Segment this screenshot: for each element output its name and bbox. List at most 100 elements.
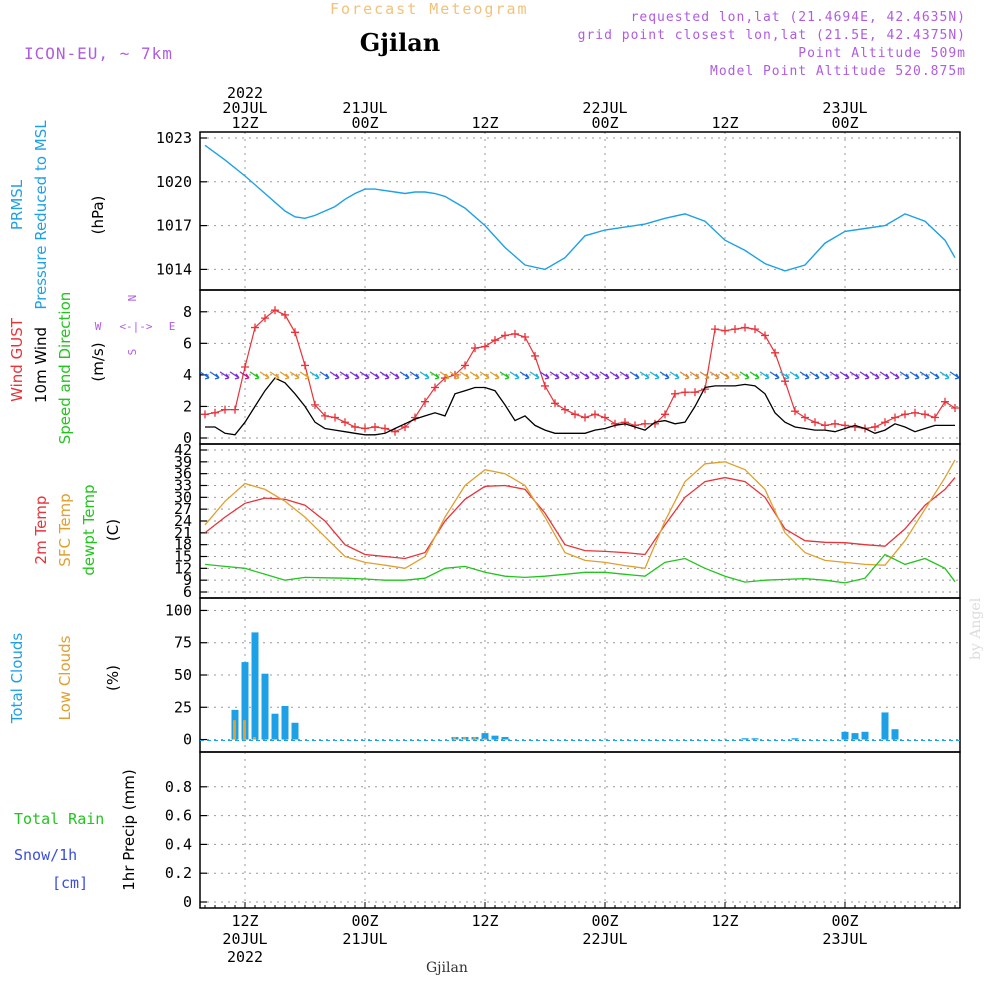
y-tick-label: 1023 [156, 129, 192, 147]
dewpt-line [204, 553, 956, 584]
gust-marker [711, 325, 719, 334]
wind-direction-arrow [219, 371, 230, 380]
gust-marker [691, 388, 699, 397]
gust-marker [811, 418, 819, 427]
bottom-time-label: 23JUL [822, 930, 867, 948]
gust-marker [241, 363, 249, 371]
wind-direction-arrow [489, 371, 500, 380]
y-tick-label: 42 [174, 441, 192, 459]
gust-marker [591, 410, 599, 419]
total-cloud-bar [281, 705, 289, 740]
y-tick-label: 0 [183, 731, 192, 749]
compass-north: N [126, 295, 139, 302]
wind-direction-arrow [579, 371, 590, 380]
snow-unit-label: [cm] [52, 874, 88, 892]
wind-direction-arrow [419, 371, 430, 380]
wind-direction-arrow [499, 371, 510, 380]
low-cloud-bar [453, 736, 456, 740]
gust-marker [701, 385, 709, 394]
wind-direction-arrow [319, 371, 330, 380]
tsfc-label: SFC Temp [56, 493, 74, 566]
gust-marker [791, 407, 799, 416]
location-title: Gjilan [359, 28, 441, 57]
pressure-line [204, 144, 956, 272]
gust-marker [301, 361, 309, 370]
y-tick-label: 15 [174, 548, 192, 566]
gust-marker [731, 325, 739, 334]
gust-marker [821, 421, 829, 430]
model-altitude: Model Point Altitude 520.875m [710, 64, 966, 79]
gust-marker [571, 410, 579, 419]
gust-marker [761, 331, 769, 340]
dewpt-label: dewpt Temp [80, 484, 98, 575]
gust-marker [371, 422, 379, 431]
wind-direction-arrow [399, 371, 410, 380]
y-tick-label: 0 [183, 429, 192, 447]
gust-marker [951, 404, 959, 413]
pressure-unit-label: (hPa) [89, 196, 107, 235]
wind-direction-arrow [889, 371, 900, 380]
pressure-label-desc: Pressure Reduced to MSL [32, 120, 50, 310]
grid-point-coords: grid point closest lon,lat (21.5E, 42.43… [577, 28, 966, 43]
meteogram-subtitle: Forecast Meteogram [330, 0, 529, 18]
bottom-time-label: 20JUL [222, 930, 267, 948]
total-cloud-bar [501, 736, 509, 740]
y-tick-label: 9 [183, 571, 192, 589]
gust-marker [361, 424, 369, 433]
y-tick-label: 24 [174, 512, 192, 530]
compass-west: W [95, 320, 102, 333]
total-cloud-bar [271, 713, 279, 740]
gust-marker [521, 333, 529, 342]
wind-direction-arrow [299, 371, 310, 380]
gust-marker [931, 413, 939, 422]
precip-axis-label: 1hr Precip (mm) [120, 769, 138, 890]
gust-marker [481, 342, 489, 351]
wind-direction-arrow [909, 371, 920, 380]
gust-marker [501, 331, 509, 340]
wind-speed-line [205, 377, 955, 436]
y-tick-label: 0.2 [165, 864, 192, 882]
bottom-time-label: 2022 [227, 948, 263, 966]
wind-direction-arrow [859, 371, 870, 380]
gust-marker [281, 310, 289, 319]
gust-marker [561, 405, 569, 414]
wind-direction-arrow [279, 371, 290, 380]
wind-direction-arrow [249, 371, 260, 380]
wind-gust-label: Wind GUST [8, 317, 26, 402]
temp-unit-label: (C) [104, 519, 122, 541]
wind-direction-arrow [839, 371, 850, 380]
compass-south: S [126, 349, 139, 356]
y-tick-label: 33 [174, 477, 192, 495]
total-cloud-bar [251, 632, 259, 740]
wind-direction-arrow [509, 371, 520, 380]
gust-marker [621, 418, 629, 427]
wind-direction-arrow [199, 371, 210, 380]
wind-direction-arrow [939, 371, 950, 380]
y-tick-label: 0 [183, 893, 192, 911]
wind-direction-arrow [769, 371, 780, 380]
wind-direction-arrow [799, 371, 810, 380]
y-tick-label: 8 [183, 303, 192, 321]
gust-marker [491, 336, 499, 345]
wind-direction-arrow [829, 371, 840, 380]
wind-direction-arrow [559, 371, 570, 380]
y-tick-label: 30 [174, 488, 192, 506]
total-cloud-bar [261, 673, 269, 740]
gust-marker [221, 405, 229, 414]
total-cloud-bar [751, 738, 759, 740]
tsfc-line [204, 459, 956, 570]
wind-direction-arrow [609, 371, 620, 380]
gust-marker [311, 400, 319, 409]
y-tick-label: 25 [174, 698, 192, 716]
wind-direction-arrow [679, 371, 690, 380]
bottom-time-label: 12Z [471, 912, 498, 930]
compass-east: E [169, 320, 176, 333]
wind-direction-arrow [669, 371, 680, 380]
top-time-label: 22JUL [582, 99, 627, 117]
gust-marker [251, 323, 259, 332]
y-tick-label: 12 [174, 559, 192, 577]
wind-direction-arrow [359, 371, 370, 380]
wind-direction-arrow [439, 371, 450, 380]
